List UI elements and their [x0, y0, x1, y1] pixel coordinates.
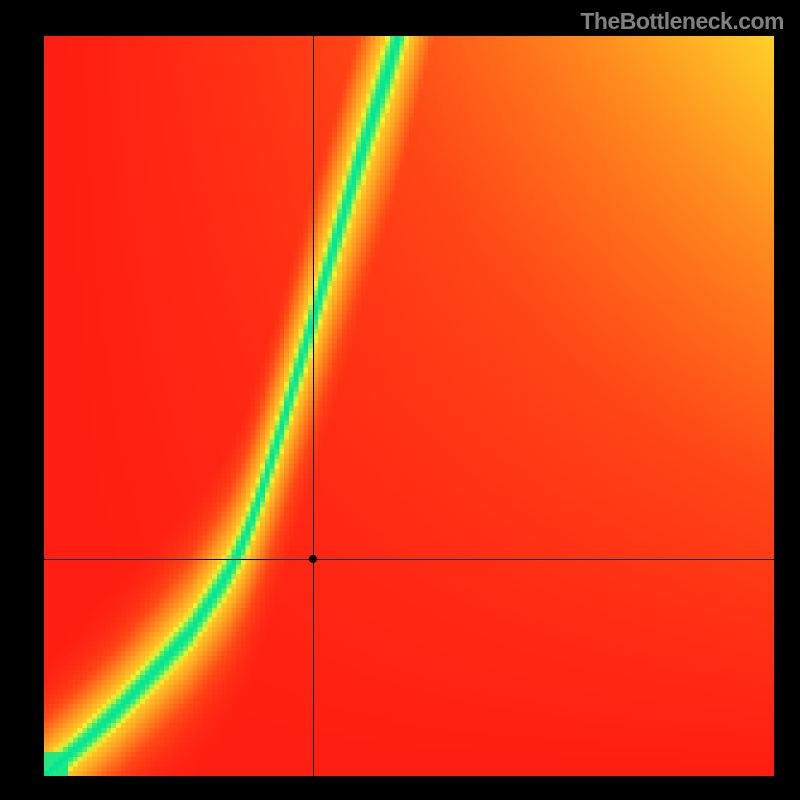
heatmap-canvas [44, 36, 774, 776]
plot-area [44, 36, 774, 776]
crosshair-vertical [313, 36, 314, 776]
watermark-text: TheBottleneck.com [580, 8, 784, 35]
chart-container: { "watermark": { "text": "TheBottleneck.… [0, 0, 800, 800]
crosshair-horizontal [44, 559, 774, 560]
